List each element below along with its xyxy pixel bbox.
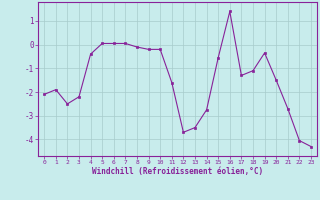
X-axis label: Windchill (Refroidissement éolien,°C): Windchill (Refroidissement éolien,°C) [92,167,263,176]
